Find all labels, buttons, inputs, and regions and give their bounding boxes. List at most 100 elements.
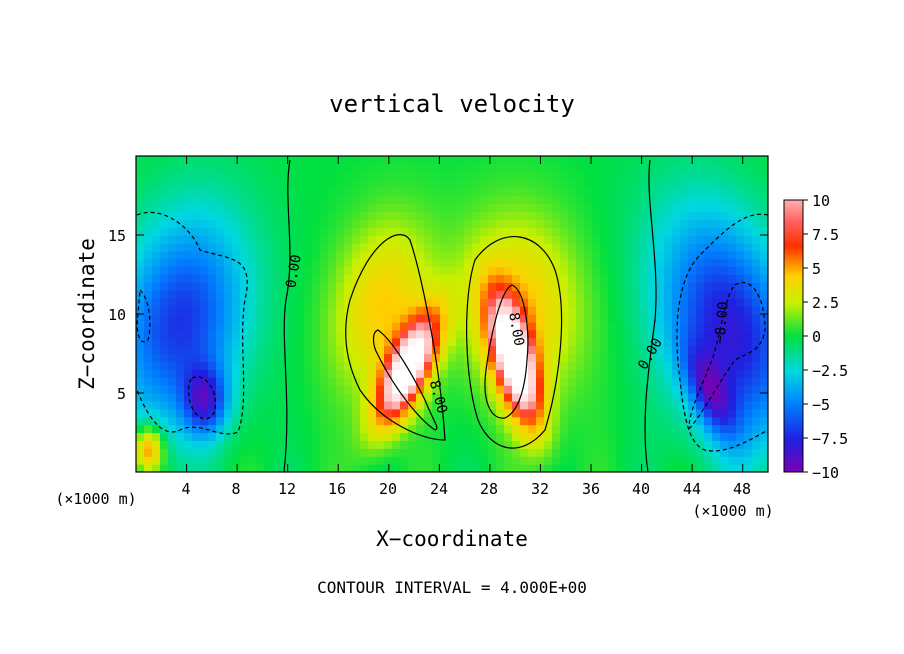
heatmap-cell — [504, 258, 513, 268]
heatmap-cell — [168, 274, 177, 283]
heatmap-cell — [392, 424, 401, 434]
heatmap-cell — [184, 424, 193, 434]
heatmap-cell — [352, 329, 361, 339]
heatmap-cell — [760, 440, 768, 449]
heatmap-cell — [648, 211, 657, 220]
heatmap-cell — [200, 306, 209, 315]
heatmap-cell — [400, 416, 409, 426]
heatmap-cell — [168, 329, 177, 339]
heatmap-cell — [480, 377, 489, 386]
heatmap-cell — [592, 393, 601, 402]
heatmap-cell — [192, 432, 201, 441]
heatmap-cell — [192, 345, 201, 355]
heatmap-cell — [232, 258, 241, 268]
heatmap-cell — [704, 266, 713, 276]
heatmap-cell — [280, 448, 289, 457]
heatmap-cell — [600, 440, 609, 449]
heatmap-cell — [552, 440, 561, 449]
heatmap-cell — [232, 416, 241, 426]
heatmap-cell — [152, 361, 161, 370]
heatmap-cell — [432, 393, 441, 402]
heatmap-cell — [336, 337, 345, 347]
heatmap-cell — [208, 258, 217, 268]
heatmap-cell — [448, 282, 457, 291]
heatmap-cell — [408, 432, 417, 441]
x-tick-label-20: 20 — [379, 480, 397, 498]
heatmap-cell — [184, 195, 193, 204]
heatmap-cell — [744, 353, 753, 362]
heatmap-cell — [384, 195, 393, 204]
heatmap-cell — [432, 187, 441, 197]
heatmap-cell — [424, 377, 433, 386]
heatmap-cell — [424, 242, 433, 252]
heatmap-cell — [640, 235, 649, 244]
heatmap-cell — [568, 456, 577, 465]
heatmap-cell — [432, 195, 441, 204]
heatmap-cell — [184, 171, 193, 181]
heatmap-cell — [304, 274, 313, 283]
heatmap-cell — [360, 211, 369, 220]
heatmap-cell — [144, 314, 153, 323]
heatmap-cell — [296, 298, 305, 307]
heatmap-cell — [688, 235, 697, 244]
heatmap-cell — [192, 448, 201, 457]
colorbar-label-neg-2-5: −2.5 — [812, 362, 848, 380]
heatmap-cell — [528, 314, 537, 323]
heatmap-cell — [352, 321, 361, 331]
heatmap-cell — [736, 171, 745, 181]
heatmap-cell — [336, 266, 345, 276]
heatmap-cell — [688, 369, 697, 378]
heatmap-cell — [248, 369, 257, 378]
heatmap-cell — [416, 321, 425, 331]
heatmap-cell — [616, 227, 625, 236]
heatmap-cell — [560, 274, 569, 283]
heatmap-cell — [528, 393, 537, 402]
heatmap-cell — [528, 163, 537, 173]
heatmap-cell — [560, 321, 569, 331]
heatmap-cell — [672, 337, 681, 347]
heatmap-cell — [384, 408, 393, 418]
heatmap-cell — [216, 227, 225, 236]
heatmap-cell — [200, 448, 209, 457]
heatmap-cell — [272, 369, 281, 378]
heatmap-cell — [584, 290, 593, 299]
heatmap-cell — [592, 250, 601, 260]
heatmap-cell — [360, 250, 369, 260]
x-tick-label-24: 24 — [430, 480, 448, 498]
heatmap-cell — [472, 171, 481, 181]
heatmap-cell — [552, 274, 561, 283]
heatmap-cell — [288, 266, 297, 276]
heatmap-cell — [480, 219, 489, 228]
heatmap-cell — [744, 163, 753, 173]
heatmap-cell — [344, 385, 353, 394]
heatmap-cell — [520, 456, 529, 465]
heatmap-cell — [720, 171, 729, 181]
heatmap-cell — [232, 464, 241, 472]
heatmap-cell — [280, 203, 289, 212]
heatmap-cell — [448, 321, 457, 331]
heatmap-cell — [400, 163, 409, 173]
heatmap-cell — [264, 203, 273, 212]
heatmap-cell — [488, 187, 497, 197]
heatmap-cell — [160, 424, 169, 434]
heatmap-cell — [496, 242, 505, 252]
heatmap-cell — [592, 464, 601, 472]
heatmap-cell — [224, 424, 233, 434]
heatmap-cell — [456, 195, 465, 204]
heatmap-cell — [288, 187, 297, 197]
heatmap-cell — [288, 369, 297, 378]
heatmap-cell — [376, 448, 385, 457]
heatmap-cell — [256, 377, 265, 386]
heatmap-cell — [224, 219, 233, 228]
heatmap-cell — [632, 266, 641, 276]
heatmap-cell — [304, 369, 313, 378]
heatmap-cell — [368, 385, 377, 394]
heatmap-cell — [592, 408, 601, 418]
heatmap-cell — [712, 416, 721, 426]
heatmap-cell — [480, 171, 489, 181]
heatmap-cell — [656, 187, 665, 197]
heatmap-cell — [168, 353, 177, 362]
heatmap-cell — [280, 250, 289, 260]
heatmap-cell — [400, 440, 409, 449]
heatmap-cell — [496, 361, 505, 370]
